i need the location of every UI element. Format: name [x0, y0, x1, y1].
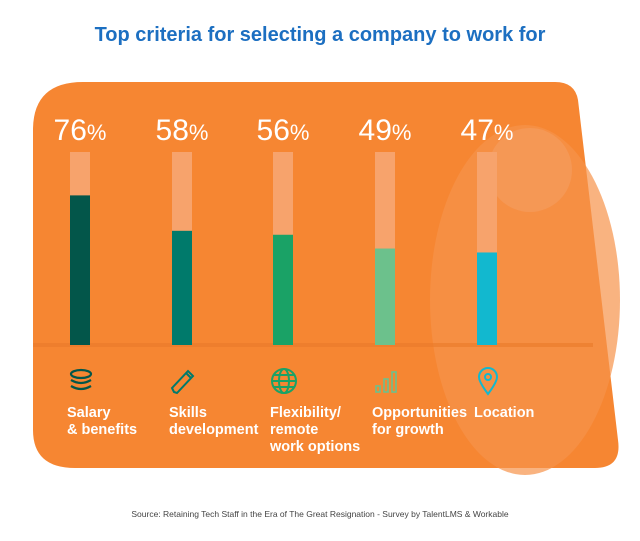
data-label: 58%: [132, 114, 232, 148]
category-label: Skills development: [169, 405, 259, 438]
category-label: Salary & benefits: [67, 405, 138, 438]
pencil-icon: [168, 366, 198, 396]
bar: [273, 234, 293, 345]
bar: [70, 195, 90, 345]
data-label-unit: %: [493, 120, 514, 145]
person-head-placeholder: [488, 128, 572, 212]
bar: [375, 248, 395, 345]
data-label: 49%: [335, 114, 435, 148]
data-label-unit: %: [188, 120, 209, 145]
data-label-unit: %: [391, 120, 412, 145]
data-label-unit: %: [289, 120, 310, 145]
coins-icon: [66, 366, 96, 396]
data-label-value: 49: [358, 114, 392, 147]
data-label-value: 47: [460, 114, 494, 147]
data-label-value: 58: [155, 114, 189, 147]
globe-icon: [269, 366, 299, 396]
source-note: Source: Retaining Tech Staff in the Era …: [131, 509, 509, 519]
data-label-value: 56: [256, 114, 290, 147]
bar: [172, 230, 192, 345]
bar: [477, 252, 497, 345]
bars-group: [70, 152, 497, 345]
data-label: 56%: [233, 114, 333, 148]
shelf-shadow: [33, 343, 593, 347]
category-label: Location: [474, 405, 535, 421]
data-label: 76%: [30, 114, 130, 148]
chart-title: Top criteria for selecting a company to …: [94, 24, 546, 46]
bar-chart-icon: [371, 366, 401, 396]
data-label: 47%: [437, 114, 537, 148]
category-label: Flexibility/ remote work options: [270, 405, 361, 455]
data-label-unit: %: [86, 120, 107, 145]
category-label: Opportunities for growth: [372, 405, 468, 438]
data-label-value: 76: [53, 114, 87, 147]
location-pin-icon: [473, 366, 503, 396]
